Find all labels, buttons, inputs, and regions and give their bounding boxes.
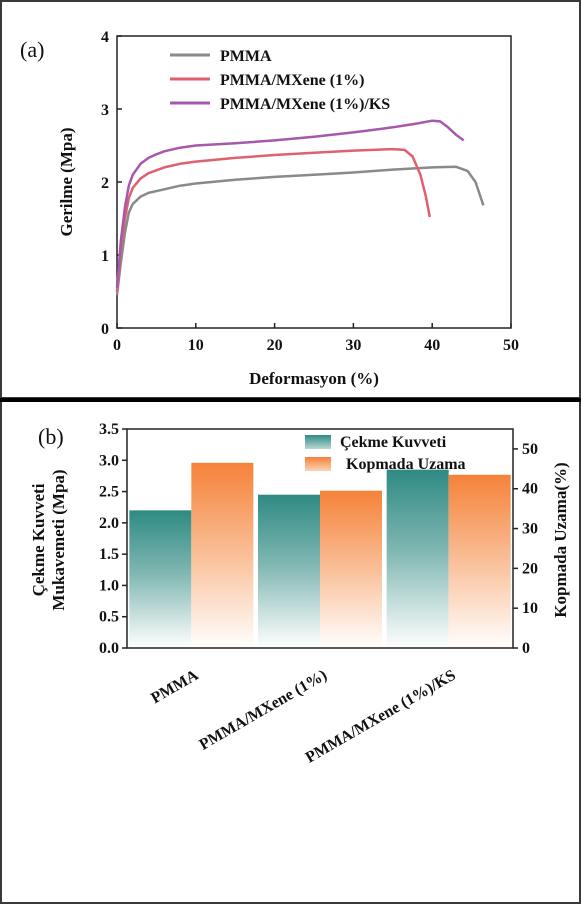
- right-tick-label: 20: [522, 560, 538, 577]
- category-label-pmma: PMMA: [148, 667, 202, 708]
- right-tick-label: 0: [522, 640, 530, 657]
- left-tick-label: 0.0: [99, 640, 119, 657]
- left-tick-label: 3.0: [99, 452, 119, 469]
- legend-label-kopmada-uzama: Kopmada Uzama: [346, 456, 466, 473]
- right-tick-label: 40: [522, 481, 538, 498]
- bar-kopmada-uzama-pmma: [191, 462, 254, 648]
- right-tick-label: 30: [522, 521, 538, 538]
- panel-a-x-axis: 0 10 20 30 40 50: [113, 323, 519, 354]
- panel-b-left-label-line2: Mukavemeti (Mpa): [49, 469, 68, 610]
- x-tick-label: 30: [345, 337, 361, 354]
- y-tick-label: 2: [101, 175, 109, 192]
- legend-label-pmma-mxene-1-ks: PMMA/MXene (1%)/KS: [220, 96, 390, 113]
- left-tick-label: 1.0: [99, 577, 119, 594]
- bar-kopmada-uzama-pmma-mxene-1-ks: [448, 474, 511, 648]
- panel-b-left-axis: 0.0 0.5 1.0 1.5 2.0 2.5 3.0 3.5: [99, 421, 127, 657]
- bar-kopmada-uzama-pmma-mxene-1: [320, 490, 382, 648]
- legend-swatch-kopmada-uzama: [305, 457, 331, 471]
- x-tick-label: 20: [267, 337, 283, 354]
- legend-label-ekme-kuvveti: Çekme Kuvveti: [340, 434, 447, 451]
- y-tick-label: 1: [101, 248, 109, 265]
- panel-b-right-label: Kopmada Uzama(%): [551, 462, 570, 617]
- panel-a-y-axis: 0 1 2 3 4: [101, 29, 122, 338]
- panel-a-x-label: Deformasyon (%): [249, 369, 379, 388]
- left-tick-label: 0.5: [99, 609, 119, 626]
- y-tick-label: 4: [101, 29, 109, 46]
- left-tick-label: 2.5: [99, 484, 119, 501]
- bar-ekme-kuvveti-pmma: [129, 510, 192, 648]
- y-tick-label: 3: [101, 102, 109, 119]
- x-tick-label: 10: [188, 337, 204, 354]
- panel-b-left-label-line1: Çekme Kuvveti: [29, 483, 48, 596]
- legend-swatch-ekme-kuvveti: [305, 435, 331, 449]
- series-line-pmma-mxene-1-ks: [115, 119, 465, 289]
- series-line-pmma-mxene-1: [115, 147, 432, 292]
- panel-b-right-axis: 0 10 20 30 40 50: [513, 441, 538, 657]
- panel-a-legend: PMMA PMMA/MXene (1%) PMMA/MXene (1%)/KS: [170, 48, 390, 113]
- panel-b-plot-area: [126, 428, 514, 649]
- panel-a-frame: [0, 0, 581, 399]
- category-label-pmma-mxene-1: PMMA/MXene (1%): [196, 667, 330, 754]
- panel-a-line-chart: (a) 0 10 20 30 40 50 0 1 2 3 4 Deformasyon (%) Ge…: [20, 29, 519, 388]
- x-tick-label: 50: [503, 337, 519, 354]
- right-tick-label: 10: [522, 600, 538, 617]
- panel-a-series: [115, 119, 485, 296]
- panel-b-bars: [129, 462, 511, 648]
- panel-b-label: (b): [38, 424, 64, 449]
- x-tick-label: 0: [113, 337, 121, 354]
- series-line-pmma: [115, 165, 485, 296]
- legend-label-pmma-mxene-1: PMMA/MXene (1%): [220, 72, 364, 89]
- panel-a-label: (a): [20, 37, 44, 62]
- right-tick-label: 50: [522, 441, 538, 458]
- panel-a-y-label: Gerilme (Mpa): [57, 127, 76, 236]
- left-tick-label: 3.5: [99, 421, 119, 438]
- panel-b-legend: Çekme Kuvveti Kopmada Uzama: [305, 434, 466, 473]
- bar-ekme-kuvveti-pmma-mxene-1-ks: [386, 469, 449, 648]
- y-tick-label: 0: [101, 321, 109, 338]
- legend-label-pmma: PMMA: [220, 48, 272, 65]
- bar-ekme-kuvveti-pmma-mxene-1: [258, 494, 320, 648]
- left-tick-label: 2.0: [99, 515, 119, 532]
- left-tick-label: 1.5: [99, 546, 119, 563]
- x-tick-label: 40: [424, 337, 440, 354]
- panel-b-bar-chart: (b) 0.0 0.5 1.0 1.5 2.0 2.5 3.0 3.5 0 10 20 30 40 50…: [29, 421, 570, 767]
